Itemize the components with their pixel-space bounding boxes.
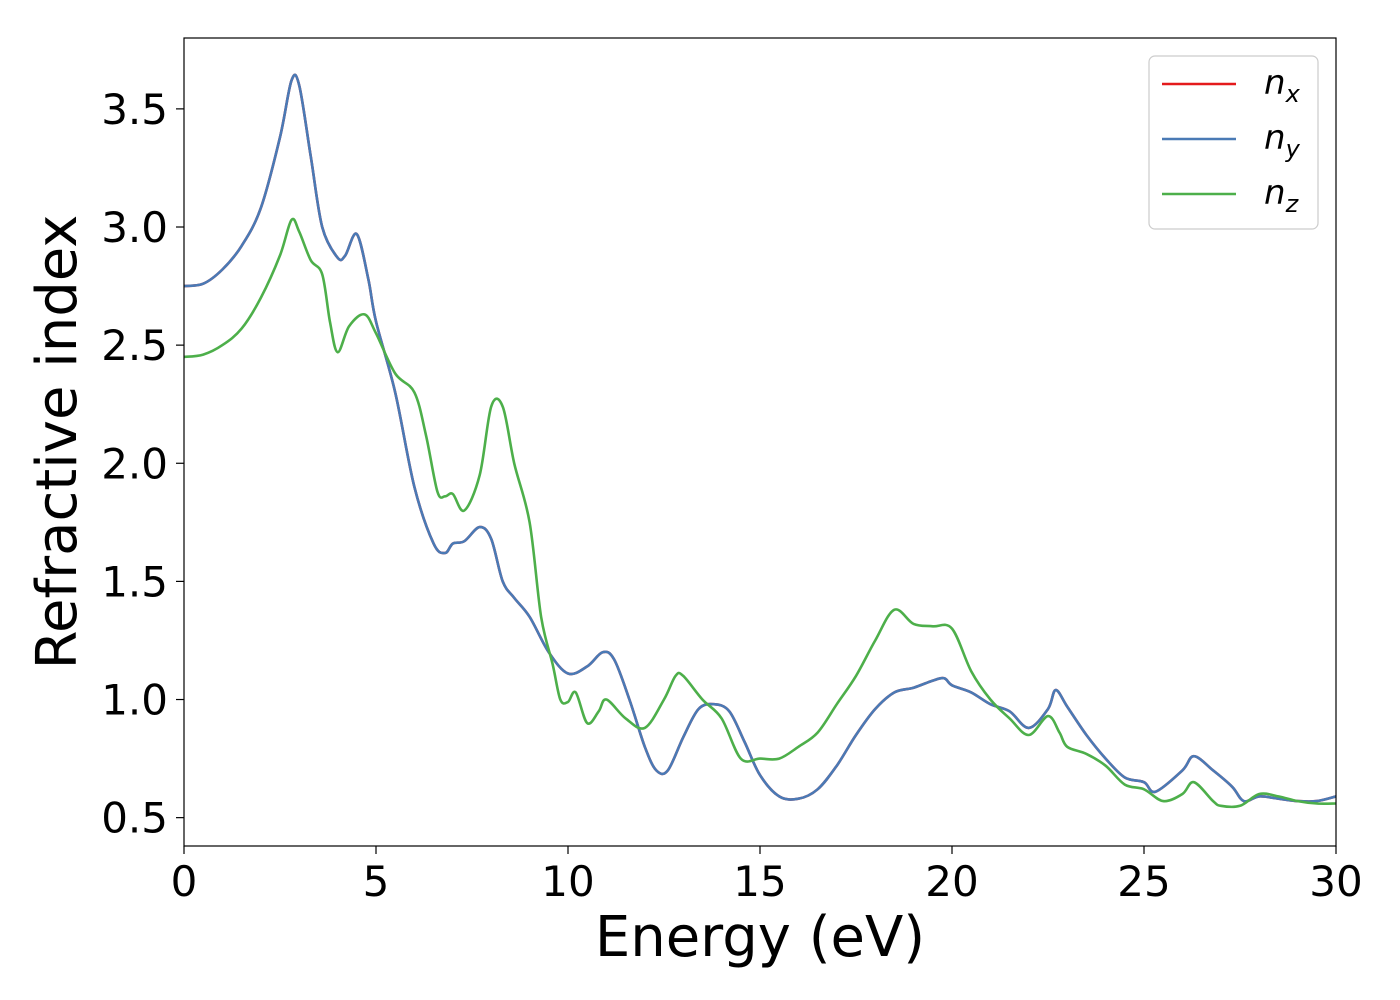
legend-subscript: y xyxy=(1285,135,1301,163)
x-tick-label: 25 xyxy=(1117,857,1170,906)
series-line-n-y xyxy=(184,73,1336,803)
x-tick-label: 30 xyxy=(1309,857,1362,906)
y-tick-label: 1.0 xyxy=(101,676,168,725)
y-axis-title: Refractive index xyxy=(25,215,90,670)
x-tick-label: 20 xyxy=(925,857,978,906)
legend-subscript: x xyxy=(1285,80,1301,108)
ticks-layer: 0 5 10 15 20 25 30 0.5 1.0 1.5 2.0 2.5 3.0 3.5 xyxy=(101,85,1363,906)
series-line-n-z xyxy=(184,217,1336,809)
y-tick-label: 3.0 xyxy=(101,203,168,252)
series-layer xyxy=(184,73,1336,809)
y-tick-label: 2.0 xyxy=(101,439,168,488)
x-tick-label: 10 xyxy=(541,857,594,906)
x-tick-label: 0 xyxy=(171,857,198,906)
x-axis-title: Energy (eV) xyxy=(595,905,925,970)
y-tick-label: 0.5 xyxy=(101,794,168,843)
x-tick-label: 15 xyxy=(733,857,786,906)
legend-box xyxy=(1148,55,1319,230)
x-tick-label: 5 xyxy=(363,857,390,906)
y-tick-label: 2.5 xyxy=(101,321,168,370)
legend-subscript: z xyxy=(1285,190,1300,218)
y-tick-label: 3.5 xyxy=(101,85,168,134)
y-tick-label: 1.5 xyxy=(101,557,168,606)
